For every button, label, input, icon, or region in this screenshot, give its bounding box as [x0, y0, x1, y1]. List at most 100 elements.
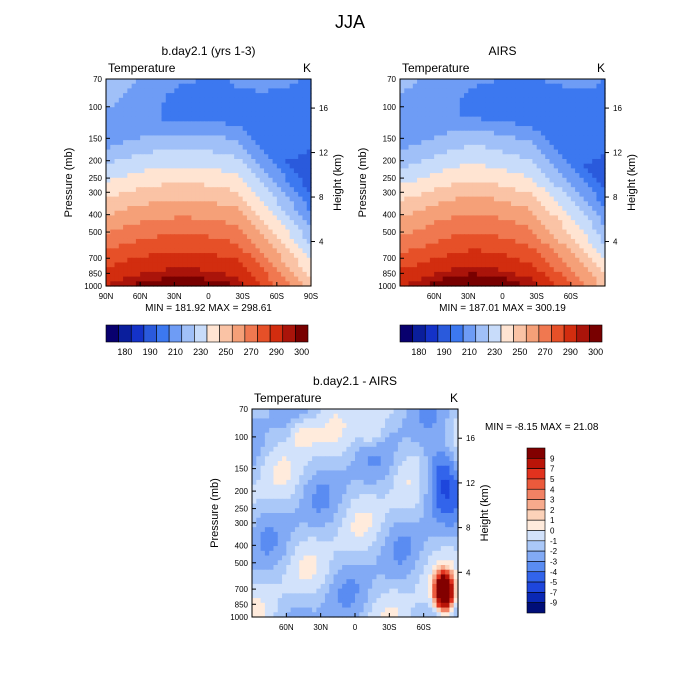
- field-cell: [157, 88, 163, 94]
- field-cell: [242, 276, 248, 282]
- field-cell: [579, 248, 585, 254]
- field-cell: [144, 215, 150, 221]
- field-cell: [489, 107, 495, 113]
- field-cell: [446, 144, 452, 151]
- field-cell: [459, 154, 465, 160]
- field-cell: [583, 182, 589, 188]
- field-cell: [515, 93, 521, 99]
- field-cell: [217, 144, 222, 151]
- field-cell: [355, 451, 360, 457]
- field-cell: [566, 248, 572, 254]
- field-cell: [515, 267, 521, 273]
- field-cell: [118, 126, 124, 132]
- field-cell: [523, 276, 529, 282]
- field-cell: [579, 158, 585, 165]
- field-cell: [600, 111, 606, 118]
- field-cell: [127, 224, 133, 231]
- field-cell: [558, 177, 563, 184]
- field-cell: [472, 158, 478, 165]
- field-cell: [406, 409, 412, 415]
- field-cell: [449, 413, 455, 420]
- field-cell: [468, 271, 474, 278]
- field-cell: [536, 220, 542, 226]
- field-cell: [523, 238, 529, 245]
- field-cell: [199, 107, 205, 113]
- field-cell: [558, 158, 563, 165]
- field-cell: [144, 163, 150, 169]
- field-cell: [217, 267, 222, 273]
- field-cell: [217, 243, 222, 249]
- field-cell: [281, 262, 286, 268]
- field-cell: [187, 224, 193, 231]
- field-cell: [174, 276, 180, 282]
- field-cell: [464, 168, 469, 174]
- field-cell: [367, 413, 373, 420]
- field-cell: [293, 215, 299, 221]
- field-cell: [434, 210, 440, 217]
- field-cell: [157, 121, 163, 127]
- field-cell: [306, 201, 312, 207]
- field-cell: [234, 229, 239, 235]
- field-cell: [242, 149, 248, 155]
- field-cell: [234, 187, 239, 193]
- field-cell: [436, 442, 442, 448]
- field-cell: [506, 154, 512, 160]
- field-cell: [442, 154, 448, 160]
- panel-title: b.day2.1 (yrs 1-3): [161, 44, 255, 58]
- field-cell: [144, 229, 150, 235]
- field-cell: [127, 144, 133, 151]
- field-cell: [174, 144, 180, 151]
- field-cell: [191, 253, 197, 259]
- field-cell: [264, 187, 269, 193]
- field-cell: [246, 262, 252, 268]
- field-cell: [127, 281, 133, 287]
- field-cell: [140, 196, 146, 202]
- field-cell: [303, 442, 309, 448]
- field-cell: [135, 126, 141, 132]
- colorbar-swatch: [194, 324, 208, 343]
- field-cell: [455, 116, 461, 122]
- field-cell: [592, 234, 598, 240]
- field-cell: [600, 182, 606, 188]
- field-cell: [306, 187, 312, 193]
- field-cell: [204, 177, 210, 184]
- field-cell: [532, 93, 538, 99]
- field-cell: [427, 437, 433, 443]
- field-cell: [536, 79, 542, 85]
- field-cell: [187, 206, 193, 212]
- field-cell: [246, 276, 252, 282]
- field-cell: [110, 276, 116, 282]
- field-cell: [135, 238, 141, 245]
- field-cell: [380, 446, 386, 453]
- field-cell: [536, 224, 542, 231]
- field-cell: [493, 281, 499, 287]
- field-cell: [455, 224, 461, 231]
- field-cell: [195, 88, 201, 94]
- field-cell: [114, 191, 120, 198]
- field-cell: [148, 271, 154, 278]
- field-cell: [174, 173, 180, 179]
- field-cell: [204, 93, 210, 99]
- field-cell: [251, 158, 257, 165]
- field-cell: [438, 102, 444, 108]
- field-cell: [127, 229, 133, 235]
- field-cell: [276, 135, 282, 141]
- field-cell: [255, 149, 261, 155]
- field-cell: [596, 182, 602, 188]
- field-cell: [294, 409, 300, 415]
- field-cell: [285, 206, 291, 212]
- field-cell: [562, 224, 568, 231]
- field-cell: [238, 130, 244, 137]
- field-cell: [127, 234, 133, 240]
- field-cell: [259, 88, 265, 94]
- field-cell: [285, 121, 291, 127]
- field-cell: [596, 154, 602, 160]
- field-cell: [199, 177, 205, 184]
- field-cell: [412, 149, 418, 155]
- field-cell: [425, 182, 431, 188]
- field-cell: [442, 168, 448, 174]
- field-cell: [393, 418, 399, 424]
- field-cell: [429, 107, 435, 113]
- field-cell: [421, 229, 427, 235]
- stats-label: MIN = 181.92 MAX = 298.61: [145, 303, 272, 314]
